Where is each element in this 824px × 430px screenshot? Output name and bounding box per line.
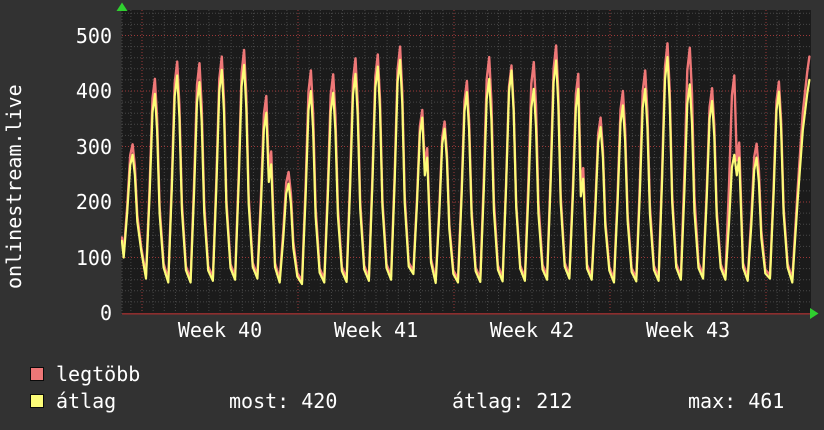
- y-axis-tick-label: 200: [75, 190, 112, 214]
- legend-swatch-atlag: [30, 394, 44, 408]
- x-axis-arrow-icon: [810, 308, 819, 319]
- stat-most: most: 420: [229, 389, 338, 413]
- y-axis-arrow-icon: [116, 2, 128, 11]
- y-axis-tick-label: 0: [99, 301, 112, 325]
- x-axis-week-label: Week 40: [177, 318, 263, 342]
- y-axis-tick-label: 500: [75, 23, 112, 48]
- y-axis-tick-label: 100: [75, 245, 112, 270]
- stat-atlag: átlag: 212: [452, 389, 573, 413]
- y-axis-tick-label: 300: [75, 134, 112, 159]
- series-atlag-line: [121, 55, 811, 286]
- x-axis-week-label: Week 43: [645, 318, 731, 342]
- legend-swatch-legtobb: [30, 367, 44, 381]
- stat-max: max: 461: [688, 389, 785, 413]
- y-axis-tick-label: 400: [75, 79, 112, 103]
- legend-label-atlag: átlag: [56, 389, 117, 413]
- legend-label-legtobb: legtöbb: [56, 362, 141, 386]
- x-axis-week-label: Week 42: [489, 318, 575, 342]
- grid: [121, 10, 811, 314]
- vertical-title: onlinestream.live: [2, 84, 26, 289]
- x-axis-week-label: Week 41: [333, 318, 419, 342]
